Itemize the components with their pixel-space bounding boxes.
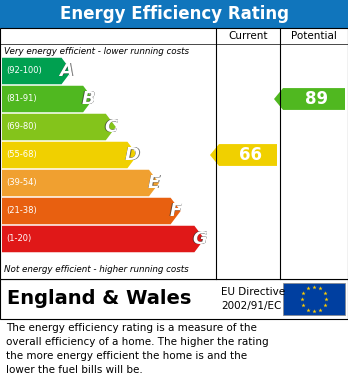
Bar bbox=[0, 279, 348, 319]
Text: G: G bbox=[192, 230, 207, 248]
Text: E: E bbox=[148, 174, 160, 192]
Text: F: F bbox=[169, 202, 182, 220]
Polygon shape bbox=[2, 114, 116, 140]
Bar bbox=[0, 0, 348, 28]
Text: E: E bbox=[148, 174, 160, 192]
Text: A: A bbox=[60, 62, 74, 80]
Text: (92-100): (92-100) bbox=[6, 66, 42, 75]
Text: C: C bbox=[105, 118, 118, 136]
Text: A: A bbox=[59, 62, 73, 80]
Text: D: D bbox=[125, 146, 141, 164]
Polygon shape bbox=[2, 170, 159, 196]
Text: E: E bbox=[148, 174, 160, 192]
Bar bbox=[283, 283, 345, 315]
Text: (39-54): (39-54) bbox=[6, 179, 37, 188]
Text: F: F bbox=[169, 202, 181, 220]
Text: G: G bbox=[191, 230, 206, 248]
Polygon shape bbox=[210, 144, 277, 166]
Text: C: C bbox=[104, 118, 118, 136]
Bar bbox=[0, 28, 348, 279]
Text: A: A bbox=[60, 61, 73, 79]
Text: Current: Current bbox=[228, 31, 268, 41]
Text: Potential: Potential bbox=[291, 31, 337, 41]
Text: B: B bbox=[81, 90, 95, 108]
Text: F: F bbox=[169, 203, 182, 221]
Text: C: C bbox=[104, 118, 117, 136]
Text: D: D bbox=[125, 146, 140, 164]
Polygon shape bbox=[2, 226, 204, 252]
Text: A: A bbox=[60, 62, 73, 80]
Text: 89: 89 bbox=[305, 90, 328, 108]
Text: G: G bbox=[192, 230, 207, 248]
Polygon shape bbox=[274, 88, 345, 110]
Text: D: D bbox=[125, 147, 140, 165]
Text: 66: 66 bbox=[239, 146, 262, 164]
Text: EU Directive
2002/91/EC: EU Directive 2002/91/EC bbox=[221, 287, 285, 310]
Text: The energy efficiency rating is a measure of the
overall efficiency of a home. T: The energy efficiency rating is a measur… bbox=[6, 323, 269, 375]
Text: D: D bbox=[125, 145, 140, 163]
Text: E: E bbox=[148, 174, 161, 192]
Text: (21-38): (21-38) bbox=[6, 206, 37, 215]
Text: F: F bbox=[169, 201, 182, 219]
Polygon shape bbox=[2, 198, 181, 224]
Text: C: C bbox=[104, 118, 118, 136]
Text: G: G bbox=[192, 231, 207, 249]
Text: (1-20): (1-20) bbox=[6, 235, 31, 244]
Text: A: A bbox=[60, 63, 73, 81]
Polygon shape bbox=[2, 86, 93, 112]
Text: B: B bbox=[81, 90, 95, 108]
Text: F: F bbox=[170, 202, 182, 220]
Text: E: E bbox=[148, 174, 160, 192]
Text: (55-68): (55-68) bbox=[6, 151, 37, 160]
Text: Not energy efficient - higher running costs: Not energy efficient - higher running co… bbox=[4, 265, 189, 274]
Text: England & Wales: England & Wales bbox=[7, 289, 191, 308]
Text: B: B bbox=[81, 90, 95, 108]
Polygon shape bbox=[2, 58, 72, 84]
Text: D: D bbox=[125, 146, 140, 164]
Text: Energy Efficiency Rating: Energy Efficiency Rating bbox=[60, 5, 288, 23]
Text: Very energy efficient - lower running costs: Very energy efficient - lower running co… bbox=[4, 47, 189, 56]
Text: G: G bbox=[192, 230, 207, 248]
Text: (69-80): (69-80) bbox=[6, 122, 37, 131]
Polygon shape bbox=[2, 142, 137, 168]
Text: (81-91): (81-91) bbox=[6, 95, 37, 104]
Text: C: C bbox=[104, 118, 118, 136]
Text: B: B bbox=[81, 90, 95, 108]
Text: B: B bbox=[82, 90, 96, 108]
